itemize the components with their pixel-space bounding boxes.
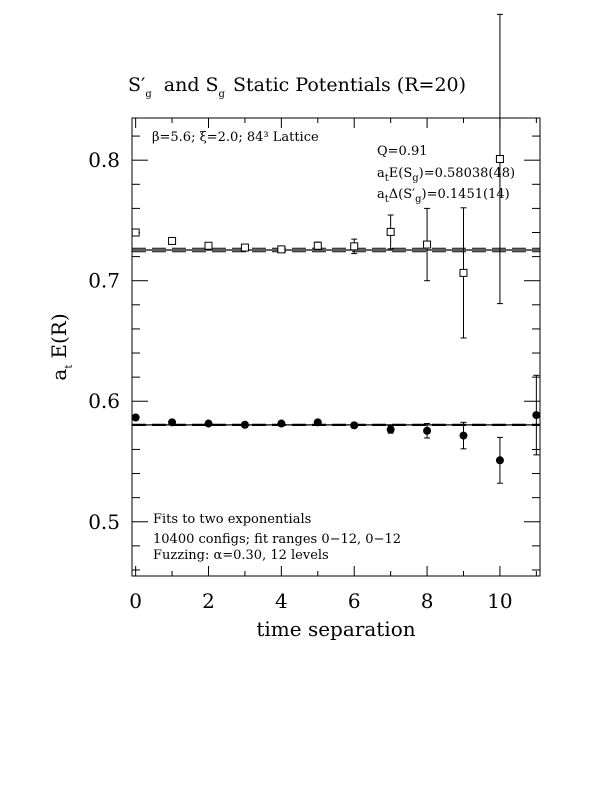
y-tick-labels: 0.5 0.6 0.7 0.8 [88,148,120,534]
configs-annotation: 10400 configs; fit ranges 0−12, 0−12 [153,532,401,547]
y-axis-label: atE(R) [47,313,75,380]
ground-point [204,419,213,428]
series-excited-squares [131,13,504,339]
ground-point [532,411,541,420]
ground-point [313,418,322,427]
excited-point [495,154,504,163]
ground-point [240,420,249,429]
x-tick-label: 6 [348,589,361,613]
excited-point [240,243,249,252]
fit-lines [132,247,540,426]
q-annotation: Q=0.91 [377,144,428,159]
series-ground-circles [131,374,541,484]
x-axis-label: time separation [256,617,415,641]
excited-point [423,240,432,249]
excited-point [350,242,359,251]
plot-frame [131,117,541,577]
excited-point [459,268,468,277]
y-tick-label: 0.7 [88,269,120,293]
gap-annotation: atΔ(S′g)=0.1451(14) [377,187,510,205]
excited-point [313,241,322,250]
x-tick-label: 0 [129,589,142,613]
excited-point [168,236,177,245]
x-tick-label: 10 [487,589,512,613]
ground-point [350,421,359,430]
svg-text:atE(R): atE(R) [47,313,75,380]
fuzzing-annotation: Fuzzing: α=0.30, 12 levels [153,548,329,563]
excited-point [277,245,286,254]
chart-title: S′g and Sg Static Potentials (R=20) [128,74,466,100]
ground-point [423,426,432,435]
ground-point [495,456,504,465]
y-tick-label: 0.6 [88,389,120,413]
ground-point [168,418,177,427]
fit-method-annotation: Fits to two exponentials [153,512,311,527]
excited-point [386,227,395,236]
ground-point [386,425,395,434]
y-tick-label: 0.5 [88,510,120,534]
ground-point [459,431,468,440]
excited-point [131,228,140,237]
y-tick-label: 0.8 [88,148,120,172]
x-tick-label: 8 [421,589,434,613]
x-tick-label: 4 [275,589,288,613]
excited-point [204,241,213,250]
x-tick-label: 2 [202,589,215,613]
energy-annotation: atE(Sg)=0.58038(48) [377,166,515,184]
x-tick-labels: 0 2 4 6 8 10 [129,589,512,613]
ground-point [131,413,140,422]
lattice-annotation: β=5.6; ξ=2.0; 84³ Lattice [152,130,319,145]
ground-point [277,419,286,428]
